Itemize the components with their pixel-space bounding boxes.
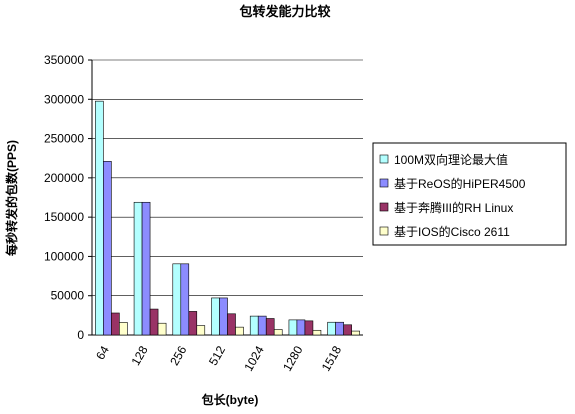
y-tick-label: 200000 xyxy=(44,171,84,185)
y-tick-label: 350000 xyxy=(44,53,84,67)
legend-label: 基于奔腾III的RH Linux xyxy=(394,200,513,215)
bar xyxy=(273,329,283,336)
legend-swatch xyxy=(379,154,389,164)
y-tick-label: 0 xyxy=(77,328,84,342)
x-tick-label: 64 xyxy=(93,343,112,362)
bar xyxy=(304,320,314,336)
bar xyxy=(103,161,112,336)
bar xyxy=(157,322,167,336)
legend-box xyxy=(372,142,567,246)
bar xyxy=(335,321,344,336)
legend-label: 基于IOS的Cisco 2611 xyxy=(394,224,510,239)
x-tick-label: 512 xyxy=(206,343,228,368)
bar xyxy=(235,326,244,336)
legend-swatch xyxy=(379,178,389,188)
x-axis-title: 包长(byte) xyxy=(201,392,259,407)
bar xyxy=(95,100,104,336)
bar xyxy=(227,313,236,336)
legend-swatch xyxy=(379,226,389,236)
bar xyxy=(172,263,182,336)
bar xyxy=(257,315,267,336)
chart-title: 包转发能力比较 xyxy=(239,4,330,19)
bar xyxy=(141,201,151,336)
x-tick-label: 1518 xyxy=(319,343,345,373)
y-tick-label: 250000 xyxy=(44,132,84,146)
legend-label: 100M双向理论最大值 xyxy=(394,152,508,167)
bar xyxy=(149,308,159,336)
y-tick-label: 150000 xyxy=(44,210,84,224)
bar xyxy=(249,315,259,336)
bar xyxy=(312,329,322,336)
legend-swatch xyxy=(379,202,389,212)
bar xyxy=(296,319,306,336)
x-tick-label: 1024 xyxy=(241,343,267,373)
bar xyxy=(351,330,360,336)
bar xyxy=(133,201,143,336)
bar xyxy=(111,312,120,336)
bar xyxy=(288,319,298,336)
x-tick-label: 256 xyxy=(167,343,189,368)
bar xyxy=(265,318,275,336)
y-tick-label: 100000 xyxy=(44,249,84,263)
bar xyxy=(180,263,190,336)
bar xyxy=(119,322,128,336)
legend-label: 基于ReOS的HiPER4500 xyxy=(394,176,526,191)
y-tick-label: 50000 xyxy=(51,289,85,303)
y-axis-title: 每秒转发的包数(PPS) xyxy=(4,140,19,256)
y-tick-label: 300000 xyxy=(44,92,84,106)
bar xyxy=(219,297,228,336)
x-tick-label: 128 xyxy=(129,343,151,368)
x-tick-label: 1280 xyxy=(280,343,306,373)
bar xyxy=(188,311,198,336)
bar xyxy=(343,324,352,336)
bar xyxy=(196,325,206,336)
bar xyxy=(211,297,220,336)
bar xyxy=(327,321,336,336)
